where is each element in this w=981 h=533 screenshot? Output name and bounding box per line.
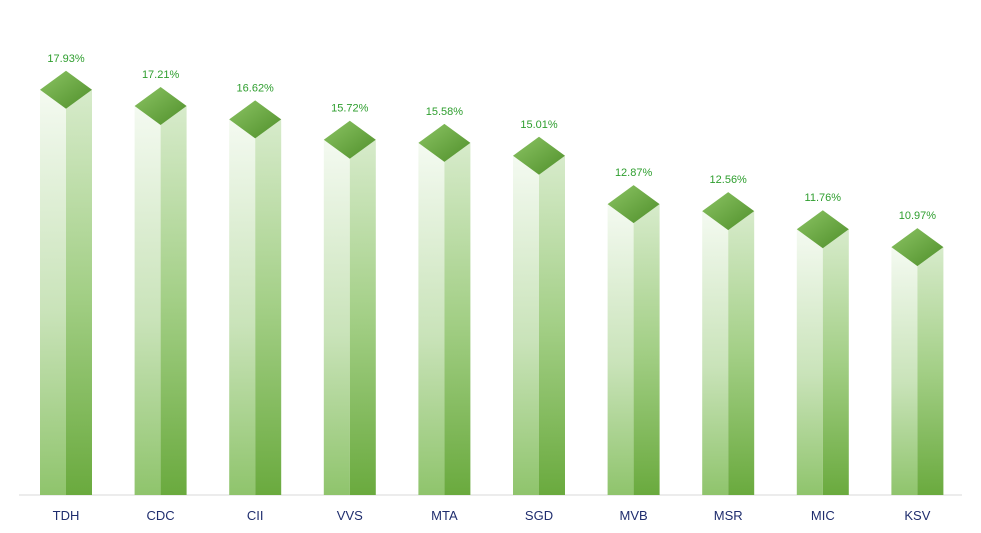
bar-side-face [66, 89, 92, 496]
bar-front-face [702, 211, 729, 496]
data-label: 17.21% [142, 69, 180, 81]
bar-sgd [513, 136, 565, 496]
bar-front-face [607, 204, 634, 495]
bar-cdc [134, 87, 187, 495]
data-label: 16.62% [237, 82, 275, 94]
bar-top-face [891, 228, 944, 267]
x-tick-label: CDC [147, 508, 175, 523]
bar-front-face [40, 89, 66, 496]
bar-side-face [728, 211, 755, 496]
data-label: 11.76% [805, 192, 842, 204]
data-label: 12.56% [710, 174, 748, 186]
data-label: 17.93% [47, 53, 85, 65]
bar-side-face [255, 119, 282, 495]
data-label: 12.87% [615, 167, 653, 179]
labels-layer: 17.93% TDH 17.21% CDC 16.62% CII 15.72% VVS 15.5… [47, 53, 936, 523]
bar-top-face [702, 192, 755, 231]
bar-side-face [160, 106, 187, 495]
bar-side-face [349, 139, 376, 495]
bar-front-face [891, 247, 918, 495]
bar-top-face [134, 87, 187, 126]
bar-top-face [40, 70, 92, 109]
bar-mta [418, 123, 471, 495]
bar-top-face [513, 136, 565, 175]
bar-vvs [323, 120, 376, 495]
bar-front-face [418, 142, 445, 495]
bar-front-face [229, 119, 256, 495]
bar-cii [229, 100, 282, 495]
data-label: 15.01% [520, 119, 558, 131]
bar-front-face [513, 155, 539, 496]
bar-mic [796, 210, 849, 495]
x-tick-label: MVB [620, 508, 648, 523]
x-tick-label: SGD [525, 508, 553, 523]
data-label: 15.58% [426, 106, 464, 118]
bar-top-face [229, 100, 282, 139]
x-tick-label: MTA [431, 508, 458, 523]
bar-side-face [822, 229, 849, 495]
bars-layer [40, 70, 944, 496]
x-tick-label: TDH [53, 508, 80, 523]
bar-mvb [607, 185, 660, 495]
bar-ksv [891, 228, 944, 495]
x-tick-label: KSV [904, 508, 930, 523]
x-tick-label: CII [247, 508, 264, 523]
bar-side-face [539, 155, 565, 496]
x-tick-label: VVS [337, 508, 363, 523]
bar-top-face [796, 210, 849, 249]
bar-side-face [917, 247, 944, 495]
bar-side-face [633, 204, 660, 495]
data-label: 15.72% [331, 103, 369, 115]
bar-msr [702, 192, 755, 496]
bar-side-face [444, 142, 471, 495]
x-tick-label: MSR [714, 508, 743, 523]
bar-top-face [607, 185, 660, 224]
x-tick-label: MIC [811, 508, 835, 523]
data-label: 10.97% [899, 210, 937, 222]
bar-front-face [796, 229, 823, 495]
bar-top-face [323, 120, 376, 159]
bar-tdh [40, 70, 92, 496]
bar-front-face [134, 106, 161, 495]
bar-top-face [418, 123, 471, 162]
bar-front-face [323, 139, 350, 495]
